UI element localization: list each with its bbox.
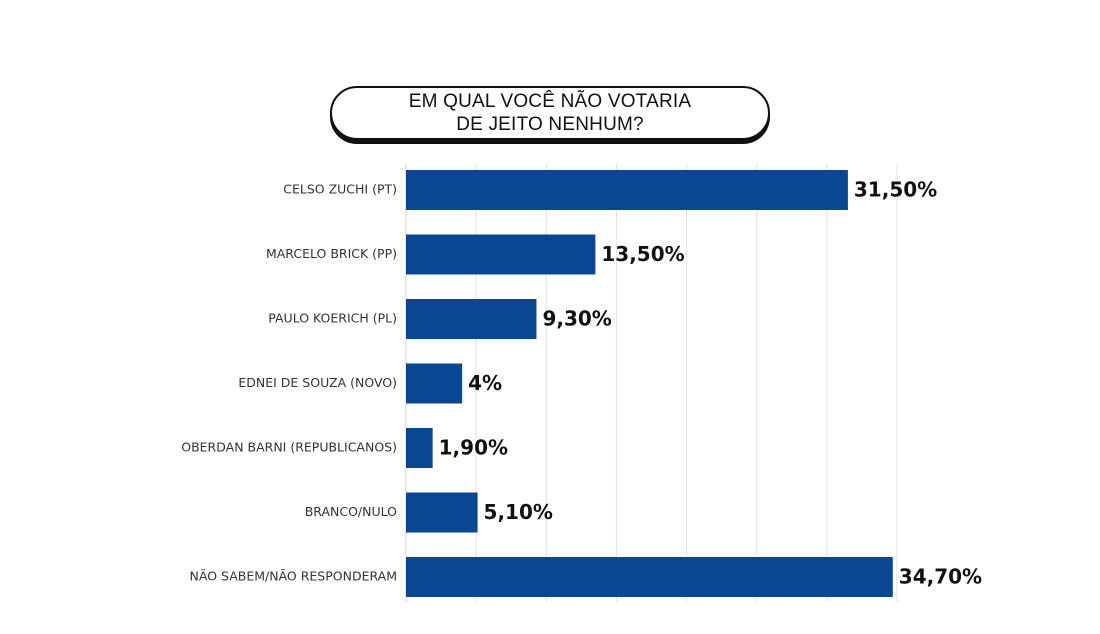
bar [406,492,478,533]
category-label: MARCELO BRICK (PP) [266,246,397,261]
value-label: 31,50% [854,178,937,202]
bar [406,363,463,404]
value-label: 1,90% [439,436,508,460]
bars [406,170,893,597]
chart-title-box: EM QUAL VOCÊ NÃO VOTARIA DE JEITO NENHUM… [330,86,770,140]
bar [406,428,433,468]
value-label: 4% [468,371,502,395]
value-label: 5,10% [484,500,553,524]
category-label: OBERDAN BARNI (REPUBLICANOS) [181,440,397,455]
category-label: CELSO ZUCHI (PT) [283,182,397,197]
category-label: EDNEI DE SOUZA (NOVO) [238,375,397,390]
category-label: PAULO KOERICH (PL) [268,311,397,326]
value-label: 34,70% [899,565,982,589]
bar [406,170,848,210]
category-label: NÃO SABEM/NÃO RESPONDERAM [190,569,397,584]
value-label: 13,50% [601,242,684,266]
bar [406,557,893,597]
bar [406,299,537,339]
category-label: BRANCO/NULO [305,504,397,519]
chart-title: EM QUAL VOCÊ NÃO VOTARIA DE JEITO NENHUM… [408,91,692,135]
labels: CELSO ZUCHI (PT) 31,50% MARCELO BRICK (PP)… [181,178,982,589]
bar [406,234,596,275]
value-label: 9,30% [542,307,611,331]
